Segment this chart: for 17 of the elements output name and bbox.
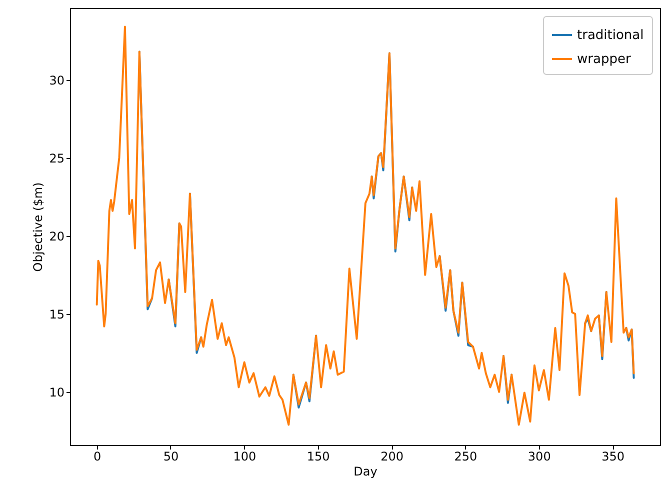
y-tick-label: 15 (49, 307, 64, 322)
x-tick-label: 300 (528, 450, 551, 464)
x-axis-title: Day (354, 464, 378, 478)
legend-label: wrapper (577, 52, 632, 67)
legend-label: traditional (577, 28, 644, 43)
x-tick-label: 350 (602, 450, 625, 464)
x-tick-label: 50 (163, 450, 179, 464)
x-tick-label: 200 (380, 450, 404, 464)
y-tick-label: 25 (49, 151, 64, 166)
x-tick-label: 250 (454, 450, 478, 464)
x-tick-label: 100 (233, 450, 256, 464)
y-tick-label: 20 (49, 229, 64, 244)
y-tick-label: 10 (49, 385, 64, 400)
x-tick-label: 150 (306, 450, 330, 464)
y-tick-label: 30 (49, 73, 64, 88)
y-axis-title: Objective ($m) (31, 182, 46, 272)
x-tick-label: 0 (94, 450, 102, 464)
